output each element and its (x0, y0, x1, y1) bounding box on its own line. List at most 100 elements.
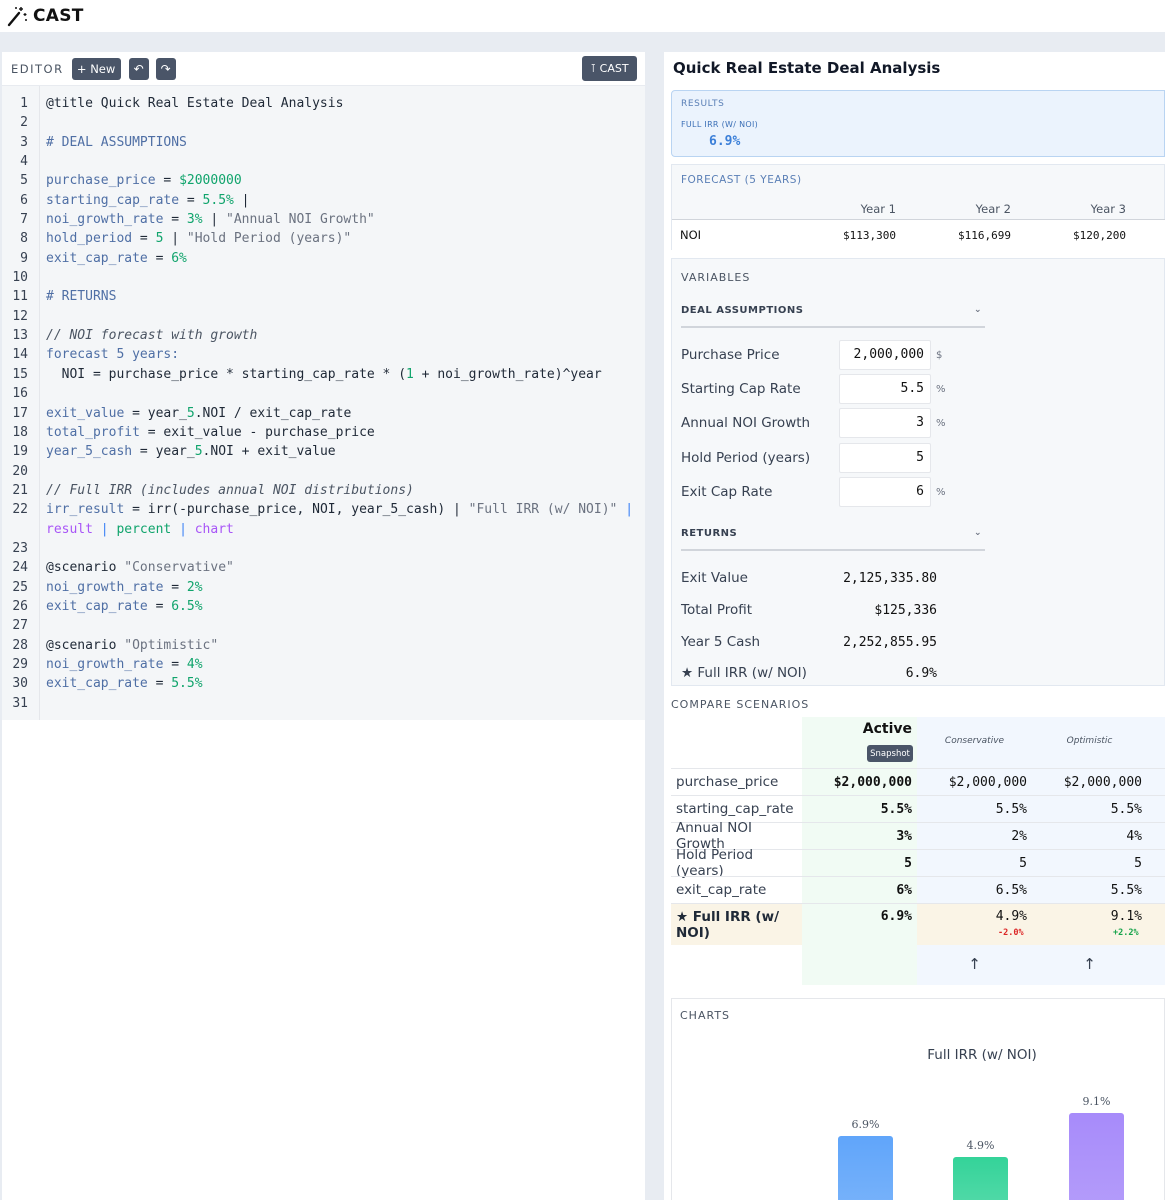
return-label: Year 5 Cash (681, 634, 761, 650)
irr-result-value: 6.9% (709, 134, 741, 149)
editor-panel: EDITOR + New ↶ ↷ ⊺ CAST 1 2 3 4 5 6 7 8 9 10 11 12 1… (2, 52, 645, 1200)
chart-bar-conservative[interactable] (953, 1157, 1008, 1200)
line-number: 26 (12, 598, 28, 614)
compare-row-label: purchase_price (676, 774, 779, 790)
compare-row: Annual NOI Growth 3% 2% 4% (671, 820, 1165, 852)
compare-scenario-value: 6.5% (995, 882, 1027, 898)
input-label: Starting Cap Rate (681, 381, 801, 397)
redo-button[interactable]: ↷ (155, 57, 176, 80)
forecast-noi-row: NOI $113,300 $116,699 $120,200 (672, 220, 1165, 250)
compare-row-label: Hold Period (years) (676, 847, 754, 879)
hold-period-input[interactable]: 5 (839, 443, 931, 473)
forecast-col-header: Year 1 (860, 201, 896, 216)
exit-cap-rate-input[interactable]: 6 (839, 477, 931, 507)
code-line: irr_result = irr(-purchase_price, NOI, y… (46, 502, 634, 537)
editor-label: EDITOR (11, 61, 64, 76)
line-number: 3 (20, 134, 28, 150)
return-row: Total Profit $125,336 (681, 594, 1001, 626)
line-number: 9 (20, 250, 28, 266)
compare-scenario-value: 5 (1134, 855, 1142, 871)
code-line (46, 694, 645, 713)
code-text[interactable]: @title Quick Real Estate Deal Analysis #… (40, 86, 645, 720)
compare-active-value: $2,000,000 (833, 774, 912, 790)
group-deal-assumptions[interactable]: DEAL ASSUMPTIONS ⌄ (681, 294, 985, 328)
starting-cap-rate-input[interactable]: 5.5 (839, 374, 931, 404)
code-line: // Full IRR (includes annual NOI distrib… (46, 482, 414, 498)
chart-bar-optimistic[interactable] (1069, 1112, 1124, 1200)
undo-icon: ↶ (133, 61, 144, 76)
compare-table: Active Snapshot Conservative Optimistic … (671, 717, 1165, 985)
compare-scenario-value: 4.9% (995, 909, 1027, 924)
code-line: exit_cap_rate = 6% (46, 250, 187, 266)
code-editor[interactable]: 1 2 3 4 5 6 7 8 9 10 11 12 13 14 15 16 17 18 19 20 21 22 23 24 2… (2, 86, 645, 720)
line-number: 15 (12, 366, 28, 382)
apply-scenario-icon[interactable]: ↑ (1083, 955, 1096, 973)
undo-button[interactable]: ↶ (128, 57, 149, 80)
code-line: total_profit = exit_value - purchase_pri… (46, 424, 375, 440)
forecast-col-header: Year 2 (975, 201, 1011, 216)
snapshot-button[interactable]: Snapshot (867, 745, 913, 762)
purchase-price-input[interactable]: 2,000,000 (839, 340, 931, 370)
chevron-down-icon: ⌄ (973, 528, 982, 538)
code-line: starting_cap_rate = 5.5% | (46, 192, 250, 208)
line-number: 6 (20, 192, 28, 208)
forecast-header-row: Year 1 Year 2 Year 3 (672, 198, 1165, 220)
apply-scenario-icon[interactable]: ↑ (968, 955, 981, 973)
line-number: 20 (12, 463, 28, 479)
document-title: Quick Real Estate Deal Analysis (673, 59, 941, 77)
chart-title: Full IRR (w/ NOI) (927, 1047, 1037, 1063)
code-line (46, 616, 645, 635)
return-row: Exit Value 2,125,335.80 (681, 562, 1001, 594)
compare-scenario-value: 5.5% (1110, 882, 1142, 898)
noi-growth-input[interactable]: 3 (839, 408, 931, 438)
forecast-table: FORECAST (5 YEARS) Year 1 Year 2 Year 3 … (671, 164, 1165, 250)
compare-scenario-value: $2,000,000 (948, 774, 1027, 790)
variables-label: VARIABLES (681, 271, 751, 284)
code-line: exit_value = year_5.NOI / exit_cap_rate (46, 405, 352, 421)
active-column-header: Active (862, 721, 912, 737)
group-returns[interactable]: RETURNS ⌄ (681, 517, 985, 551)
input-unit: $ (936, 349, 943, 361)
new-button[interactable]: + New (71, 57, 121, 80)
line-number: 12 (12, 308, 28, 324)
compare-active-value: 6% (896, 882, 912, 898)
line-number: 31 (12, 695, 28, 711)
compare-scenario-value: 4% (1126, 828, 1142, 844)
editor-toolbar: EDITOR + New ↶ ↷ ⊺ CAST (2, 52, 645, 86)
input-row-purchase-price: Purchase Price 2,000,000 $ (681, 338, 1001, 372)
line-number: 16 (12, 386, 28, 402)
group-title: RETURNS (681, 527, 738, 539)
chart-bar-active[interactable] (838, 1135, 893, 1200)
input-unit: % (936, 486, 946, 498)
line-number: 19 (12, 444, 28, 460)
compare-row-label: starting_cap_rate (676, 801, 794, 817)
line-number: 27 (12, 618, 28, 634)
line-number: 21 (12, 482, 28, 498)
code-line: purchase_price = $2000000 (46, 173, 242, 189)
input-row-exit-cap-rate: Exit Cap Rate 6 % (681, 475, 1001, 509)
line-number: 24 (12, 560, 28, 576)
line-number: 25 (12, 579, 28, 595)
compare-active-value: 3% (896, 828, 912, 844)
input-unit: % (936, 383, 946, 395)
code-line: year_5_cash = year_5.NOI + exit_value (46, 444, 336, 460)
compare-row-irr: ★ Full IRR (w/ NOI) 6.9% 4.9% 9.1% (671, 903, 1165, 945)
code-line: @title Quick Real Estate Deal Analysis (46, 96, 344, 111)
line-number: 4 (20, 154, 28, 170)
cast-button[interactable]: ⊺ CAST (582, 56, 637, 81)
return-row: ★ Full IRR (w/ NOI) 6.9% (681, 657, 1001, 689)
variables-section: VARIABLES DEAL ASSUMPTIONS ⌄ Purchase Pr… (671, 258, 1165, 686)
forecast-row-label: NOI (680, 228, 702, 242)
code-line: forecast 5 years: (46, 347, 180, 363)
code-line: noi_growth_rate = 2% (46, 579, 203, 595)
input-label: Exit Cap Rate (681, 484, 773, 500)
chart-data-label: 9.1% (1082, 1094, 1111, 1108)
compare-scenario-value: $2,000,000 (1063, 774, 1142, 790)
line-number-gutter: 1 2 3 4 5 6 7 8 9 10 11 12 13 14 15 16 17 18 19 20 21 22 23 24 2… (2, 86, 40, 720)
code-line: noi_growth_rate = 3% | "Annual NOI Growt… (46, 212, 375, 228)
compare-scenario-value: 5 (1019, 855, 1027, 871)
compare-row: Hold Period (years) 5 5 5 (671, 847, 1165, 879)
forecast-cell: $116,699 (958, 228, 1011, 242)
charts-section: CHARTS Full IRR (w/ NOI) 6.9% 4.9% 9.1% (671, 998, 1165, 1200)
code-line: # DEAL ASSUMPTIONS (46, 134, 187, 150)
